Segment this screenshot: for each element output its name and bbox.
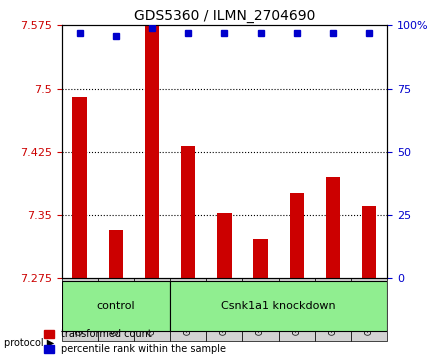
FancyBboxPatch shape [170,278,206,341]
Bar [253,239,268,278]
Text: GSM1278262: GSM1278262 [184,284,193,335]
Bar [290,193,304,278]
FancyBboxPatch shape [315,278,351,341]
FancyBboxPatch shape [206,278,242,341]
Bar [73,97,87,278]
Text: protocol ▶: protocol ▶ [4,338,55,348]
Bar [109,230,123,278]
FancyBboxPatch shape [351,278,387,341]
Text: GSM1278260: GSM1278260 [111,284,121,335]
Title: GDS5360 / ILMN_2704690: GDS5360 / ILMN_2704690 [134,9,315,23]
FancyBboxPatch shape [279,278,315,341]
Text: GSM1278259: GSM1278259 [75,284,84,335]
Text: GSM1278261: GSM1278261 [147,284,157,335]
FancyBboxPatch shape [62,278,98,341]
Text: control: control [96,301,135,311]
Legend: transformed count, percentile rank within the sample: transformed count, percentile rank withi… [40,326,230,358]
Text: Csnk1a1 knockdown: Csnk1a1 knockdown [221,301,336,311]
Text: GSM1278266: GSM1278266 [328,284,337,335]
Text: GSM1278265: GSM1278265 [292,284,301,335]
FancyBboxPatch shape [98,278,134,341]
Bar [362,206,376,278]
Bar [181,146,195,278]
Bar [326,177,340,278]
FancyBboxPatch shape [242,278,279,341]
FancyBboxPatch shape [62,281,170,331]
FancyBboxPatch shape [170,281,387,331]
Text: GSM1278263: GSM1278263 [220,284,229,335]
Text: GSM1278267: GSM1278267 [365,284,374,335]
Bar [145,26,159,278]
Text: GSM1278264: GSM1278264 [256,284,265,335]
FancyBboxPatch shape [134,278,170,341]
Bar [217,213,231,278]
